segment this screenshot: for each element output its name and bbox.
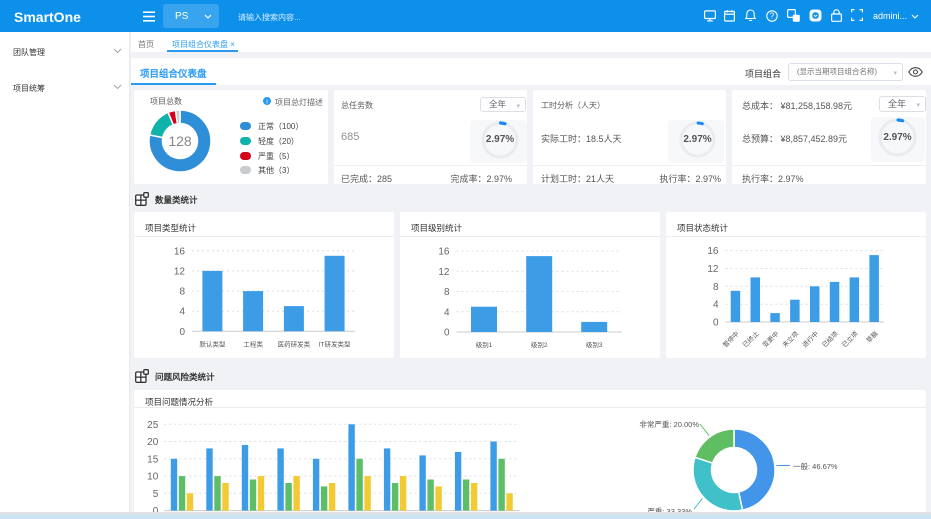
svg-text:20: 20 bbox=[147, 437, 159, 448]
svg-text:严重: 33.33%: 严重: 33.33% bbox=[647, 507, 692, 516]
svg-text:16: 16 bbox=[707, 246, 719, 257]
svg-text:5: 5 bbox=[153, 489, 159, 500]
svg-text:?: ? bbox=[770, 12, 775, 21]
svg-text:非常严重: 20.00%: 非常严重: 20.00% bbox=[639, 419, 699, 429]
svg-text:15: 15 bbox=[147, 454, 159, 465]
svg-text:10: 10 bbox=[147, 472, 159, 483]
svg-text:级别2: 级别2 bbox=[531, 340, 548, 349]
svg-text:4: 4 bbox=[179, 307, 185, 318]
svg-text:IT研发类型: IT研发类型 bbox=[319, 339, 351, 348]
svg-text:25: 25 bbox=[147, 420, 159, 431]
svg-text:12: 12 bbox=[174, 266, 186, 277]
svg-text:级别1: 级别1 bbox=[476, 340, 493, 349]
svg-text:4: 4 bbox=[444, 307, 450, 318]
svg-text:进行中: 进行中 bbox=[800, 329, 820, 349]
svg-text:一般: 46.67%: 一般: 46.67% bbox=[793, 461, 838, 471]
svg-text:变更中: 变更中 bbox=[760, 329, 780, 349]
svg-text:已终止: 已终止 bbox=[740, 329, 761, 350]
svg-text:16: 16 bbox=[174, 246, 186, 257]
svg-text:暂停中: 暂停中 bbox=[721, 329, 741, 349]
svg-text:0: 0 bbox=[713, 318, 719, 329]
svg-text:工程类: 工程类 bbox=[243, 339, 263, 348]
svg-text:i: i bbox=[266, 99, 267, 105]
svg-text:12: 12 bbox=[438, 267, 450, 278]
svg-text:默认类型: 默认类型 bbox=[199, 339, 226, 348]
svg-text:级别3: 级别3 bbox=[586, 340, 603, 349]
svg-text:0: 0 bbox=[179, 327, 185, 338]
svg-text:8: 8 bbox=[444, 287, 450, 298]
svg-text:12: 12 bbox=[707, 264, 719, 275]
svg-text:4: 4 bbox=[713, 300, 719, 311]
svg-text:已立项: 已立项 bbox=[840, 329, 861, 350]
svg-text:0: 0 bbox=[153, 506, 159, 517]
svg-text:草稿: 草稿 bbox=[864, 329, 880, 345]
svg-text:0: 0 bbox=[444, 328, 450, 339]
svg-text:8: 8 bbox=[713, 282, 719, 293]
svg-text:未立项: 未立项 bbox=[780, 329, 801, 350]
svg-text:16: 16 bbox=[438, 247, 450, 258]
svg-text:已结项: 已结项 bbox=[820, 329, 841, 350]
svg-text:医药研发类: 医药研发类 bbox=[278, 339, 311, 348]
svg-text:8: 8 bbox=[179, 287, 185, 298]
